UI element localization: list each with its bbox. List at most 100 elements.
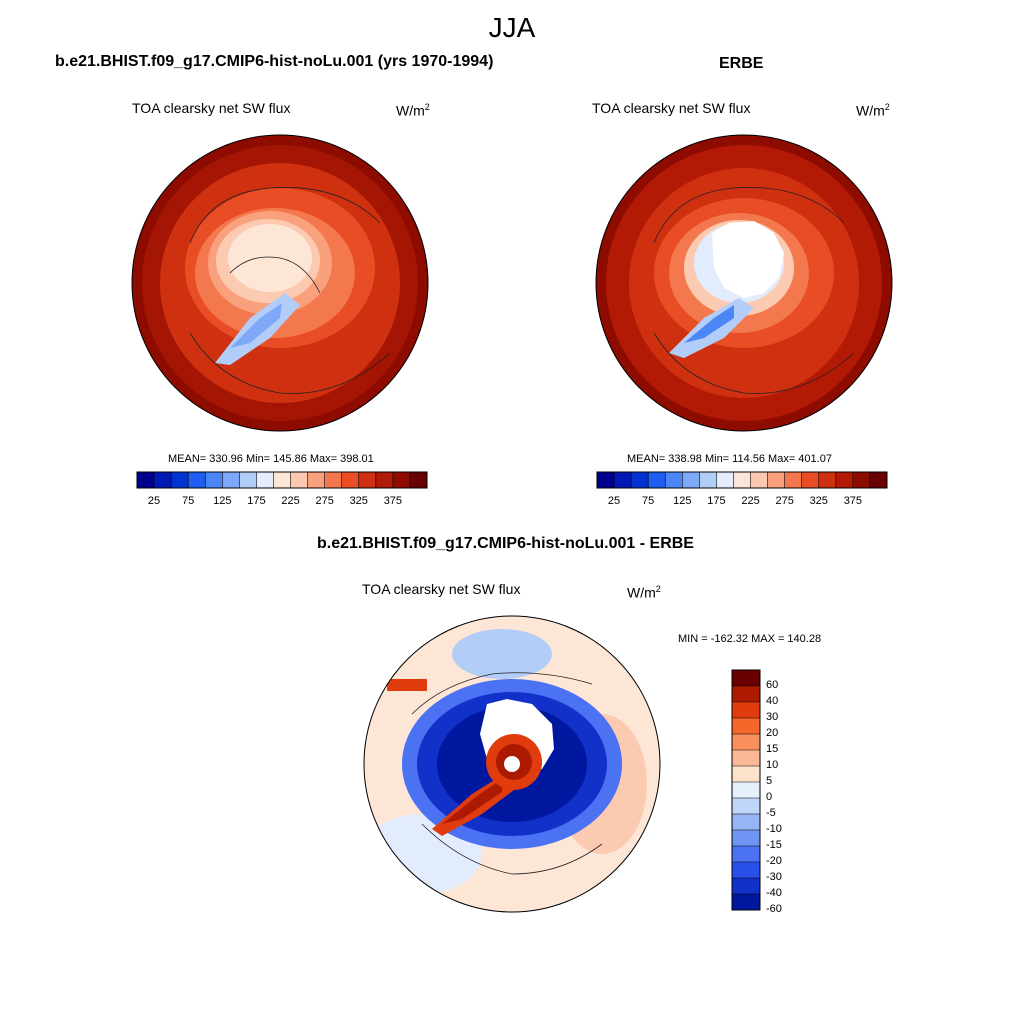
colorbar-swatch [732,718,760,735]
obs-panel-heading: ERBE [719,55,764,72]
colorbar-tick-label: -60 [766,903,782,915]
colorbar-tick-label: 325 [349,495,368,507]
diff-variable-label: TOA clearsky net SW flux [362,581,521,597]
colorbar-swatch [801,472,820,488]
colorbar-swatch [732,670,760,687]
colorbar-swatch [682,472,700,488]
colorbar-swatch [784,472,803,488]
colorbar-swatch [716,472,734,488]
colorbar-swatch [732,862,760,879]
colorbar-tick-label: -15 [766,839,782,851]
diff-colorbar [731,669,761,911]
colorbar-swatch [375,472,394,488]
colorbar-swatch [307,472,326,488]
colorbar-tick-label: 225 [281,495,300,507]
colorbar-tick-label: 25 [147,495,161,507]
colorbar-swatch [137,472,155,488]
colorbar-swatch [767,472,786,488]
colorbar-swatch [733,472,751,488]
colorbar-swatch [869,472,888,488]
colorbar-swatch [732,734,760,751]
colorbar-tick-label: 225 [741,495,760,507]
colorbar-tick-label: -5 [766,807,776,819]
colorbar-tick-label: 20 [766,727,779,739]
colorbar-swatch [154,472,172,488]
colorbar-tick-label: 75 [642,495,655,507]
colorbar-tick-label: 175 [247,495,266,507]
colorbar-swatch [341,472,360,488]
colorbar-swatch [188,472,206,488]
colorbar-swatch [614,472,632,488]
obs-units: W/m2 [856,102,890,119]
colorbar-swatch [273,472,291,488]
colorbar-tick-label: 30 [766,711,779,723]
main-title: JJA [488,12,536,43]
diff-units: W/m2 [627,584,661,601]
colorbar-tick-label: 375 [383,495,403,507]
obs-polar-map [595,134,893,432]
colorbar-swatch [256,472,274,488]
colorbar-tick-label: -20 [766,855,782,867]
colorbar-swatch [732,814,760,831]
colorbar-swatch [732,750,760,767]
colorbar-tick-label: 125 [213,495,232,507]
colorbar-tick-label: 275 [315,495,334,507]
colorbar-swatch [324,472,343,488]
colorbar-tick-label: 10 [766,759,779,771]
colorbar-frame [136,471,428,489]
colorbar-tick-label: -40 [766,887,782,899]
colorbar-swatch [732,686,760,703]
colorbar-swatch [750,472,768,488]
model-polar-map [131,134,429,432]
colorbar-tick-label: 75 [182,495,195,507]
diff-stats: MIN = -162.32 MAX = 140.28 [678,633,822,645]
diff-polar-map [363,615,661,913]
colorbar-swatch [732,702,760,719]
colorbar-swatch [732,830,760,847]
colorbar-tick-label: 275 [775,495,794,507]
colorbar-tick-label: 60 [766,679,779,691]
model-panel-heading: b.e21.BHIST.f09_g17.CMIP6-hist-noLu.001 … [55,53,494,70]
model-colorbar [136,471,428,489]
colorbar-tick-label: -30 [766,871,782,883]
colorbar-swatch [732,798,760,815]
model-units: W/m2 [396,102,430,119]
colorbar-tick-label: 325 [809,495,828,507]
colorbar-swatch [239,472,257,488]
colorbar-swatch [358,472,377,488]
colorbar-swatch [665,472,683,488]
colorbar-swatch [732,894,760,911]
colorbar-swatch [732,846,760,863]
obs-variable-label: TOA clearsky net SW flux [592,100,751,116]
colorbar-frame [731,669,761,911]
obs-colorbar [596,471,888,489]
colorbar-swatch [290,472,308,488]
obs-stats: MEAN= 338.98 Min= 114.56 Max= 401.07 [627,453,832,465]
colorbar-swatch [409,472,428,488]
colorbar-swatch [852,472,871,488]
colorbar-tick-label: -10 [766,823,782,835]
colorbar-tick-label: 0 [766,791,773,803]
colorbar-tick-label: 5 [766,775,773,787]
colorbar-frame [596,471,888,489]
colorbar-swatch [732,878,760,895]
colorbar-swatch [835,472,854,488]
colorbar-swatch [222,472,240,488]
colorbar-swatch [732,766,760,783]
colorbar-tick-label: 25 [607,495,621,507]
colorbar-swatch [597,472,615,488]
colorbar-swatch [392,472,411,488]
colorbar-tick-label: 15 [766,743,779,755]
colorbar-swatch [205,472,223,488]
colorbar-swatch [732,782,760,799]
colorbar-swatch [699,472,717,488]
colorbar-tick-label: 175 [707,495,726,507]
colorbar-swatch [171,472,189,488]
colorbar-swatch [818,472,837,488]
model-stats: MEAN= 330.96 Min= 145.86 Max= 398.01 [168,453,374,465]
colorbar-swatch [631,472,649,488]
colorbar-tick-label: 40 [766,695,779,707]
colorbar-tick-label: 375 [843,495,863,507]
diff-panel-heading: b.e21.BHIST.f09_g17.CMIP6-hist-noLu.001 … [317,535,694,552]
model-variable-label: TOA clearsky net SW flux [132,100,291,116]
